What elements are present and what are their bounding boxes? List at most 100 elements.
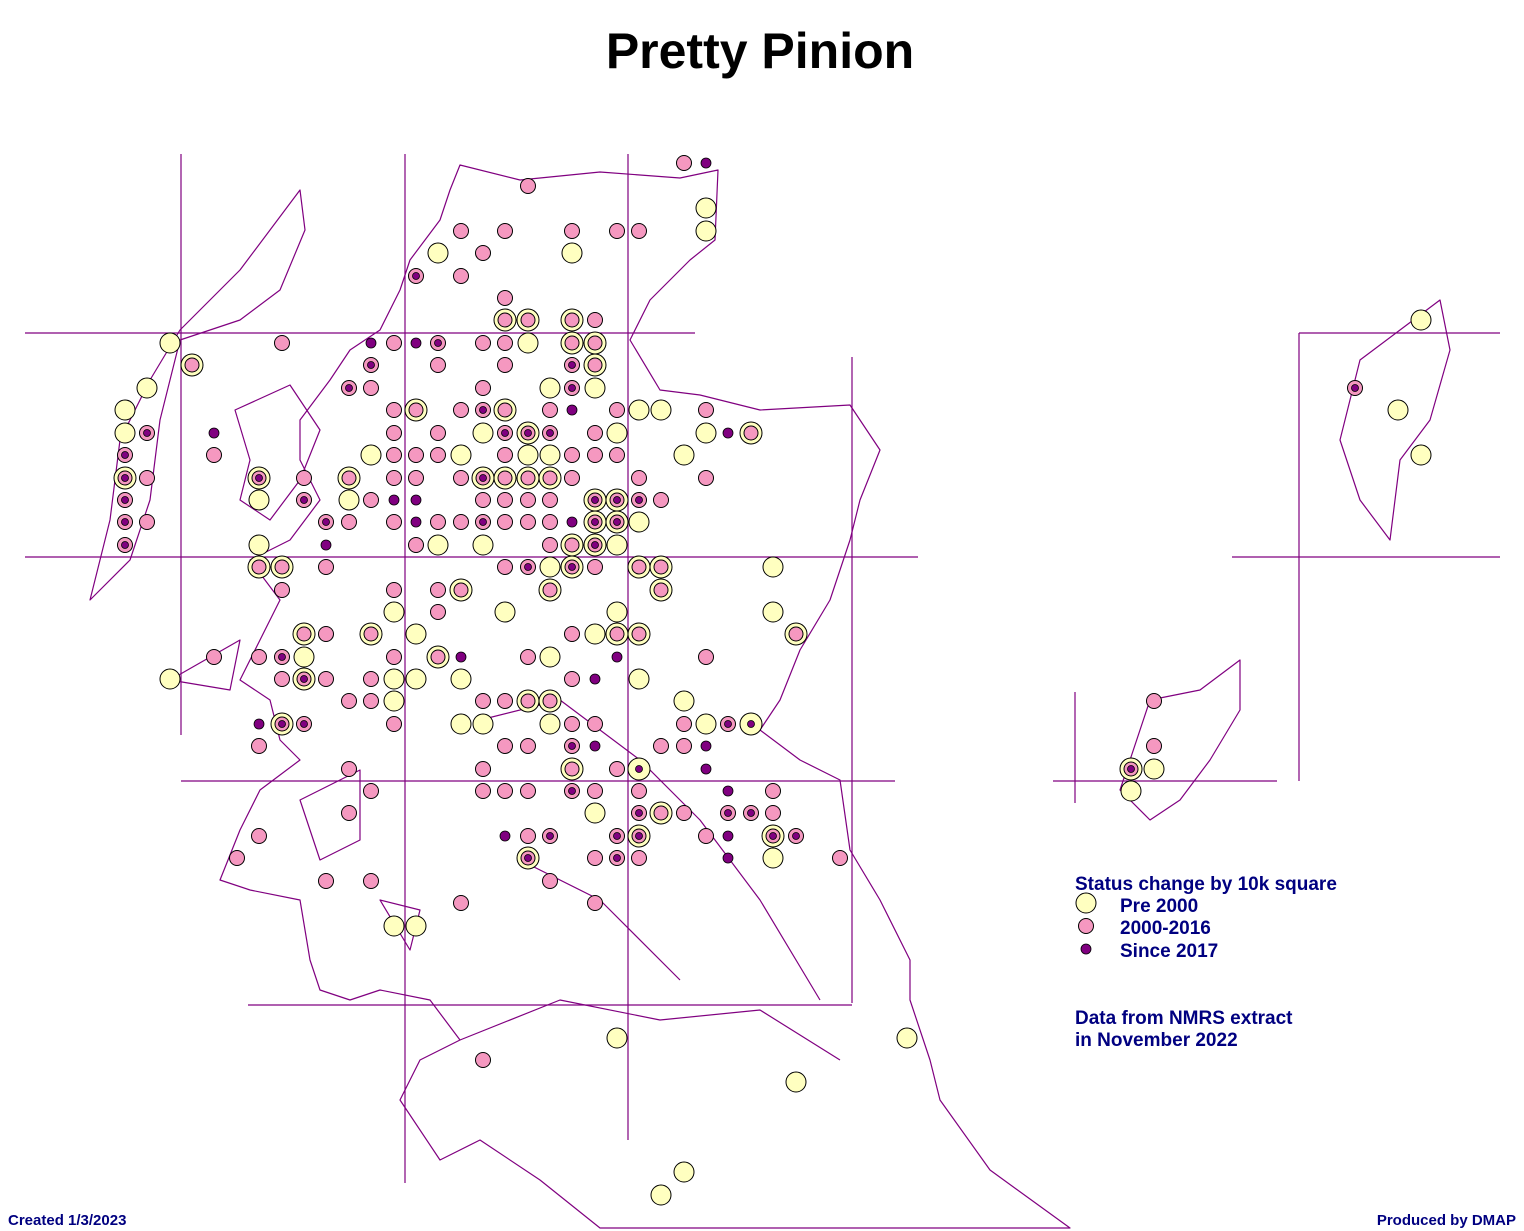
record-dot [587,335,603,351]
record-dot [613,496,621,504]
record-dot [743,425,759,441]
record-dot [587,559,603,575]
record-dot [520,312,536,328]
record-dot [114,422,136,444]
record-dot [408,470,424,486]
record-dot [765,783,781,799]
legend: Status change by 10k square Pre 2000 200… [1075,874,1337,1051]
record-dot [564,716,580,732]
record-dot [410,494,422,506]
record-dot [114,399,136,421]
record-dot [410,516,422,528]
record-dot [564,223,580,239]
record-dot [248,534,270,556]
record-dot [542,470,558,486]
record-dot [121,451,129,459]
record-dot [251,559,267,575]
record-dot [517,332,539,354]
record-dot [564,761,580,777]
record-dot [539,444,561,466]
record-dot [497,470,513,486]
record-dot [341,805,357,821]
record-dot [520,514,536,530]
record-dot [296,626,312,642]
record-dot [479,474,487,482]
record-dot [338,489,360,511]
legend-label: 2000-2016 [1120,918,1211,939]
record-dot [139,470,155,486]
record-dot [747,809,755,817]
record-dot [762,556,784,578]
record-dot [497,783,513,799]
record-dot [564,335,580,351]
record-dot [318,873,334,889]
record-dot [650,399,672,421]
record-dot [591,496,599,504]
record-dot [143,429,151,437]
record-dot [695,713,717,735]
record-dot [609,402,625,418]
record-dot [453,223,469,239]
records [113,155,1432,1206]
record-dot [410,337,422,349]
record-dot [587,783,603,799]
record-dot [475,335,491,351]
record-dot [408,447,424,463]
record-dot [587,357,603,373]
record-dot [497,312,513,328]
record-dot [524,563,532,571]
record-dot [788,626,804,642]
record-dot [450,668,472,690]
record-dot [546,832,554,840]
record-dot [300,720,308,728]
record-dot [700,763,712,775]
record-dot [248,489,270,511]
record-dot [635,832,643,840]
record-dot [430,582,446,598]
record-dot [434,339,442,347]
record-dot [255,474,263,482]
record-dot [386,402,402,418]
record-dot [386,470,402,486]
legend-label: Since 2017 [1120,941,1218,962]
record-dot [606,422,628,444]
record-dot [606,534,628,556]
record-dot [542,582,558,598]
record-dot [542,492,558,508]
record-dot [606,1027,628,1049]
record-dot [121,496,129,504]
record-dot [497,492,513,508]
record-dot [430,425,446,441]
record-dot [587,312,603,328]
record-dot [427,534,449,556]
record-dot [539,646,561,668]
record-dot [524,854,532,862]
record-dot [520,828,536,844]
record-dot [251,828,267,844]
record-dot [609,761,625,777]
record-dot [613,854,621,862]
record-dot [631,559,647,575]
record-dot [542,514,558,530]
record-dot [1120,780,1142,802]
record-dot [722,852,734,864]
record-dot [673,444,695,466]
record-dot [386,335,402,351]
record-dot [635,496,643,504]
record-dot [631,626,647,642]
record-dot [318,559,334,575]
record-dot [517,444,539,466]
record-dot [520,178,536,194]
record-dot [363,671,379,687]
record-dot [676,738,692,754]
record-dot [497,290,513,306]
footer-created: Created 1/3/2023 [8,1212,126,1229]
record-dot [159,332,181,354]
record-dot [206,447,222,463]
record-dot [628,399,650,421]
record-dot [568,361,576,369]
record-dot [589,740,601,752]
record-dot [698,828,714,844]
record-dot [320,539,332,551]
record-dot [650,1184,672,1206]
